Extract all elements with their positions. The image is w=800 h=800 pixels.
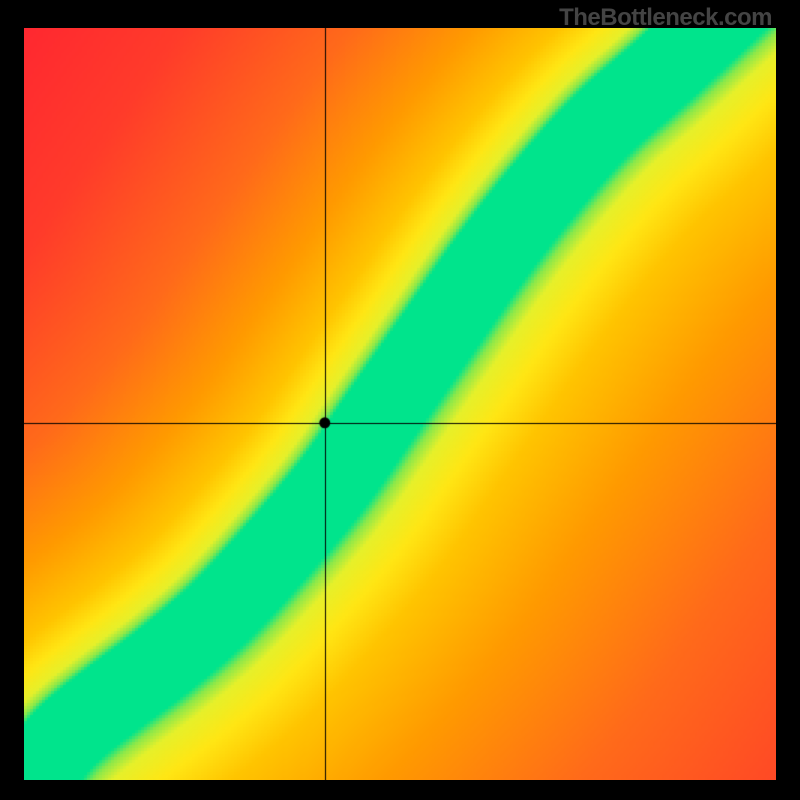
chart-outer: TheBottleneck.com [0,0,800,800]
watermark-text: TheBottleneck.com [559,4,772,32]
bottleneck-heatmap [24,28,776,780]
